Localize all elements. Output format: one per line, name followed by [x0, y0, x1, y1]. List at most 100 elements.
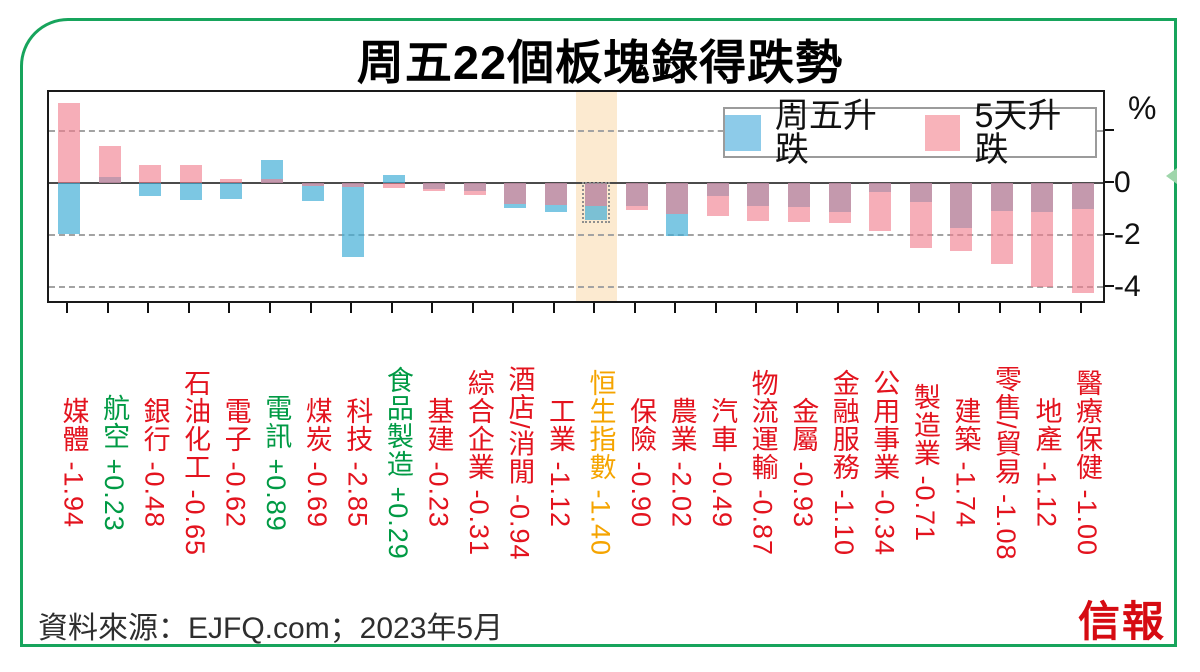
- x-tick: [633, 303, 636, 313]
- bar-5day-7: [342, 183, 365, 187]
- x-tick: [309, 303, 312, 313]
- y-axis-tick-label-neg2: -2: [1114, 218, 1141, 251]
- x-tick: [187, 303, 190, 313]
- bar-5day-11: [504, 183, 527, 204]
- bar-5day-15: [666, 183, 689, 215]
- x-tick: [350, 303, 353, 313]
- x-tick: [390, 303, 393, 313]
- category-label-6: 煤炭 -0.69: [301, 397, 332, 529]
- category-label-23: 零售/貿易 -1.08: [990, 365, 1021, 561]
- bar-5day-0: [58, 103, 81, 183]
- x-tick: [471, 303, 474, 313]
- bar-5day-19: [828, 183, 851, 224]
- category-label-0: 媒體 -1.94: [58, 397, 89, 529]
- x-tick: [512, 303, 515, 313]
- bar-5day-10: [463, 183, 486, 195]
- bar-friday-3: [179, 183, 202, 200]
- x-tick: [552, 303, 555, 313]
- y-axis-tick-label-0: 0: [1114, 166, 1131, 199]
- bar-5day-22: [950, 183, 973, 251]
- y-tick: [1105, 285, 1114, 288]
- green-border-frame: [20, 18, 1177, 647]
- x-tick: [1039, 303, 1042, 313]
- bar-5day-6: [301, 183, 324, 186]
- x-tick: [66, 303, 69, 313]
- category-label-15: 農業 -2.02: [666, 397, 697, 529]
- category-label-19: 金融服務 -1.10: [828, 369, 859, 557]
- y-tick: [1105, 233, 1114, 236]
- bar-5day-18: [787, 183, 810, 223]
- category-label-3: 石油化工 -0.65: [180, 369, 211, 557]
- bar-friday-5: [260, 159, 283, 183]
- bar-friday-6: [301, 183, 324, 201]
- x-tick: [106, 303, 109, 313]
- category-label-22: 建築 -1.74: [950, 397, 981, 529]
- category-label-20: 公用事業 -0.34: [869, 369, 900, 557]
- bar-5day-14: [625, 183, 648, 211]
- bar-friday-0: [58, 183, 81, 234]
- bar-5day-3: [179, 164, 202, 183]
- x-tick: [431, 303, 434, 313]
- legend-swatch-5day: [924, 114, 961, 151]
- bar-5day-4: [220, 179, 243, 183]
- frame-zero-marker-icon: [1166, 168, 1177, 184]
- category-label-16: 汽車 -0.49: [707, 397, 738, 529]
- category-label-24: 地產 -1.12: [1031, 397, 1062, 529]
- bar-5day-16: [706, 183, 729, 216]
- x-tick: [836, 303, 839, 313]
- bar-friday-2: [139, 183, 162, 196]
- bar-5day-2: [139, 164, 162, 183]
- x-tick: [795, 303, 798, 313]
- x-tick: [998, 303, 1001, 313]
- legend-swatch-friday: [725, 114, 761, 151]
- category-label-9: 基建 -0.23: [423, 397, 454, 529]
- plot-area: [47, 90, 1105, 303]
- publisher-logo: 信報: [1077, 598, 1166, 645]
- category-label-1: 航空 +0.23: [99, 394, 130, 532]
- source-caption: 資料來源：EJFQ.com；2023年5月: [38, 612, 504, 645]
- legend-label-friday: 周五升跌: [774, 96, 877, 169]
- x-tick: [714, 303, 717, 313]
- bar-5day-20: [869, 183, 892, 232]
- x-tick: [593, 303, 596, 313]
- gridline: [49, 129, 1103, 132]
- gridline: [49, 286, 1103, 289]
- x-tick: [674, 303, 677, 313]
- category-label-13: 恒生指數 -1.40: [585, 369, 616, 557]
- hang-seng-bar-outline: [582, 182, 611, 223]
- x-tick: [268, 303, 271, 313]
- bar-5day-1: [98, 146, 121, 183]
- category-label-14: 保險 -0.90: [626, 397, 657, 529]
- bar-5day-24: [1031, 183, 1054, 288]
- category-label-21: 製造業 -0.71: [909, 383, 940, 543]
- category-label-7: 科技 -2.85: [342, 397, 373, 529]
- legend-label-5day: 5天升跌: [974, 96, 1062, 169]
- bar-5day-17: [747, 183, 770, 221]
- category-label-4: 電子 -0.62: [220, 397, 251, 529]
- category-label-25: 醫療保健 -1.00: [1071, 369, 1102, 557]
- y-axis-unit-label: %: [1128, 90, 1157, 126]
- category-label-10: 綜合企業 -0.31: [463, 369, 494, 557]
- bar-5day-25: [1071, 183, 1094, 293]
- x-tick: [917, 303, 920, 313]
- x-tick: [877, 303, 880, 313]
- y-tick: [1105, 181, 1114, 183]
- x-tick: [958, 303, 961, 313]
- bar-friday-8: [382, 175, 405, 183]
- x-tick: [147, 303, 150, 313]
- y-tick: [1105, 128, 1114, 131]
- category-labels: 媒體 -1.94 航空 +0.23 銀行 -0.48 石油化工 -0.65 電子 -0.…: [47, 313, 1105, 613]
- y-axis-tick-label-neg4: -4: [1114, 270, 1141, 303]
- bar-5day-12: [544, 183, 567, 206]
- x-tick: [228, 303, 231, 313]
- bar-5day-8: [382, 183, 405, 189]
- category-label-8: 食品製造 +0.29: [382, 366, 413, 560]
- legend: 周五升跌 5天升跌: [723, 99, 1097, 167]
- category-label-17: 物流運輸 -0.87: [747, 369, 778, 557]
- category-label-11: 酒店/消閒 -0.94: [504, 365, 535, 561]
- category-label-2: 銀行 -0.48: [139, 397, 170, 529]
- bar-friday-7: [342, 183, 365, 258]
- bar-friday-4: [220, 183, 243, 200]
- zero-line: [49, 182, 1103, 184]
